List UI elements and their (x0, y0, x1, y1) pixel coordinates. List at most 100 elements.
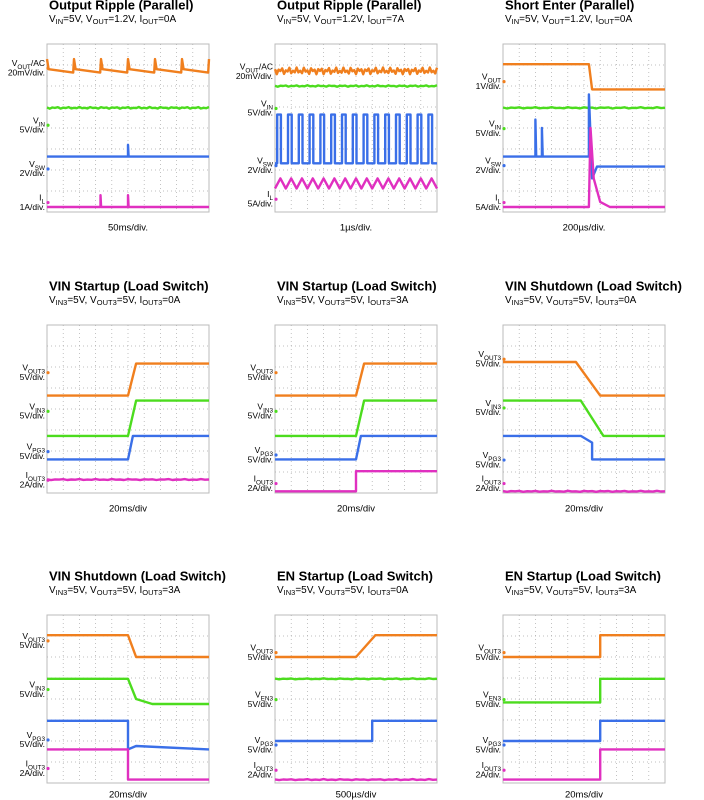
text-part: OUT3 (484, 648, 501, 655)
text-part: =5V, V (523, 585, 553, 596)
text-part: =5V, V (295, 295, 325, 306)
text-part: V (505, 295, 512, 306)
text-part: V (277, 14, 284, 25)
text-part: OUT3 (256, 648, 273, 655)
text-part: IN (56, 17, 64, 26)
text-part: OUT (245, 67, 259, 74)
text-part: =7A (386, 14, 404, 25)
text-part: =0A (162, 295, 180, 306)
panel-subtitle: VIN3=5V, VOUT3=5V, IOUT3=0A (505, 295, 637, 307)
channel-scale: 2A/div. (476, 483, 501, 493)
panel-title: Output Ripple (Parallel) (277, 0, 421, 12)
text-part: =5V, V (519, 14, 549, 25)
channel-label: VOUT3 (250, 363, 273, 375)
panel-subtitle: VIN3=5V, VOUT3=5V, IOUT3=3A (277, 295, 409, 307)
channel-label: VOUT3 (22, 363, 45, 375)
channel-label: VSW (257, 156, 273, 168)
channel-label: IOUT3 (254, 760, 274, 772)
time-scale: 1µs/div. (340, 223, 372, 234)
text-part: OUT (321, 17, 337, 26)
channel-scale: 2A/div. (248, 769, 273, 779)
text-part: OUT (142, 17, 158, 26)
channel-scale: 5V/div. (20, 451, 45, 461)
channel-scale: 5V/div. (248, 744, 273, 754)
text-part: =0A (618, 295, 636, 306)
channel-marker (46, 123, 50, 127)
channel-scale: 20mV/div. (8, 67, 45, 77)
text-part: I (482, 474, 484, 484)
channel-label: VOUT (482, 72, 501, 84)
channel-marker (502, 357, 506, 361)
waveform (47, 399, 209, 438)
text-part: =3A (618, 585, 636, 596)
text-part: =1.2V, I (564, 14, 598, 25)
waveform (503, 748, 665, 781)
channel-label: VOUT/AC (12, 58, 45, 70)
waveform (503, 634, 665, 659)
channel-marker (46, 687, 50, 692)
text-part: EN3 (489, 695, 502, 702)
text-part: V (22, 631, 28, 641)
text-part: V (478, 349, 484, 359)
time-scale: 500µs/div (336, 790, 377, 800)
panel-subtitle: VIN3=5V, VOUT3=5V, IOUT3=3A (505, 585, 637, 597)
channel-label: VPG3 (27, 442, 46, 454)
channel-scale: 2V/div. (248, 165, 273, 175)
text-part: V (240, 62, 246, 72)
channel-label: VEN3 (255, 690, 274, 702)
text-part: OUT (17, 64, 31, 71)
waveform (47, 748, 209, 781)
text-part: PG3 (32, 736, 45, 743)
text-part: =5V, I (117, 295, 143, 306)
channel-label: VOUT3 (478, 349, 501, 361)
channel-marker (274, 481, 278, 486)
text-part: OUT3 (484, 766, 501, 773)
waveform (502, 105, 666, 110)
channel-marker (274, 69, 278, 74)
text-part: OUT3 (325, 298, 345, 307)
text-part: IN (39, 121, 46, 128)
channel-label: VIN (489, 119, 501, 131)
waveform (47, 143, 209, 158)
text-part: =5V, V (67, 585, 97, 596)
text-part: V (277, 295, 284, 306)
time-scale: 20ms/div (565, 504, 603, 515)
text-part: PG3 (32, 447, 45, 454)
text-part: OUT3 (256, 479, 273, 486)
text-part: IN (495, 124, 502, 131)
text-part: SW (491, 161, 501, 168)
channel-marker (274, 651, 278, 655)
channel-label: VPG3 (27, 730, 46, 742)
text-part: IN3 (491, 404, 501, 411)
waveform (47, 634, 209, 659)
waveform (273, 177, 439, 190)
panel-title: VIN Startup (Load Switch) (49, 278, 209, 293)
text-part: OUT (598, 17, 614, 26)
channel-label: VPG3 (483, 450, 502, 462)
waveform (502, 489, 666, 493)
channel-scale: 5V/div. (248, 699, 273, 709)
text-part: V (505, 585, 512, 596)
text-part: =5V, V (295, 585, 325, 596)
text-part: V (485, 398, 491, 408)
text-part: OUT3 (28, 476, 45, 483)
waveform (47, 362, 209, 397)
channel-marker (502, 127, 506, 131)
panel-title: Output Ripple (Parallel) (49, 0, 193, 12)
waveform (275, 113, 437, 165)
text-part: IN3 (56, 298, 68, 307)
channel-label: VIN3 (257, 402, 273, 414)
text-part: IN3 (263, 407, 273, 414)
text-part: I (267, 189, 269, 199)
text-part: IN3 (56, 588, 68, 597)
text-part: IN3 (284, 298, 296, 307)
time-scale: 20ms/div (337, 504, 375, 515)
channel-label: VIN (33, 116, 45, 128)
waveform (274, 677, 438, 681)
text-part: =5V, I (573, 295, 599, 306)
waveform (275, 470, 437, 493)
text-part: =5V, I (117, 585, 143, 596)
channel-scale: 20mV/div. (236, 71, 273, 81)
panel-title: EN Startup (Load Switch) (505, 568, 661, 583)
panel-title: EN Startup (Load Switch) (277, 568, 433, 583)
